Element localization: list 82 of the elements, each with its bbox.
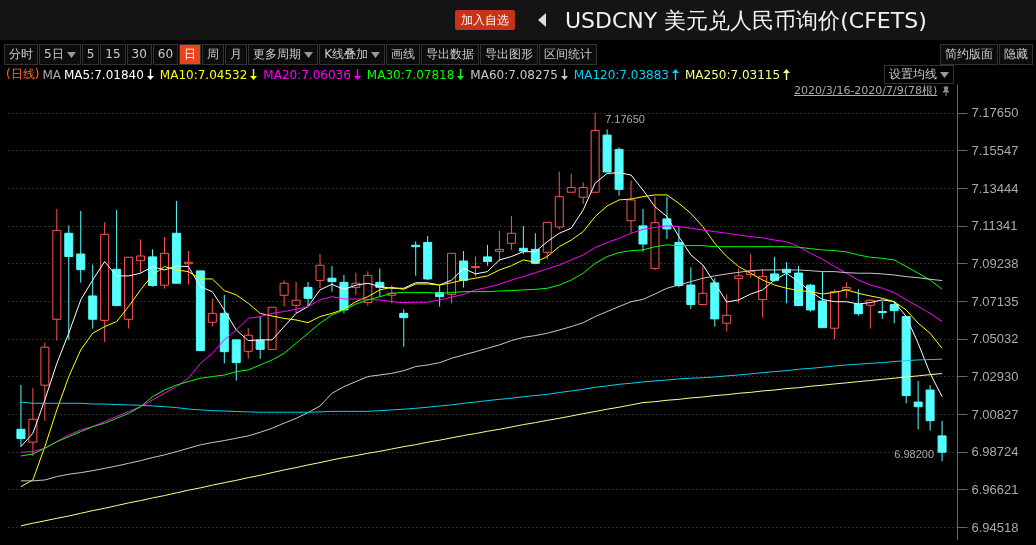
candlestick xyxy=(459,250,469,289)
text: 周 xyxy=(202,44,225,65)
text: 更多周期 xyxy=(248,44,319,65)
y-tick-label: 6.94518 xyxy=(971,519,1019,535)
candlestick xyxy=(207,297,217,328)
annotation: 6.98200 xyxy=(894,448,935,461)
text: 日 xyxy=(179,44,202,65)
chart-subtitle: 2020/3/16-2020/7/9(78根) xyxy=(794,83,939,98)
text: 导出图形 xyxy=(480,44,538,65)
candlestick xyxy=(506,215,516,251)
candlestick xyxy=(913,380,923,430)
candlestick xyxy=(231,339,241,382)
candlestick xyxy=(76,210,86,284)
line-series xyxy=(20,194,943,488)
y-tick-label: 7.17650 xyxy=(971,105,1019,121)
candlestick xyxy=(255,316,265,360)
text: 5 xyxy=(81,44,100,65)
text: 月 xyxy=(225,44,248,65)
candlestick xyxy=(626,180,636,234)
candlestick xyxy=(279,279,289,308)
legend-label: MA5:7.01840 xyxy=(63,67,144,82)
y-tick-label: 6.96621 xyxy=(971,481,1019,497)
candlestick xyxy=(494,230,504,262)
legend-label: MA30:7.07818 xyxy=(366,67,455,82)
y-tick-label: 7.02930 xyxy=(971,368,1019,384)
text: 5日 xyxy=(39,44,81,65)
y-tick-label: 7.09238 xyxy=(971,255,1019,271)
candlestick xyxy=(243,327,253,360)
legend-title: MA xyxy=(42,67,61,82)
legend-label: MA250:7.03115 xyxy=(684,67,781,82)
line-series xyxy=(20,269,943,482)
candlestick xyxy=(566,173,576,193)
candlestick xyxy=(399,308,409,348)
y-tick-label: 7.00827 xyxy=(971,406,1019,422)
text: (日线) xyxy=(6,66,40,83)
candlestick xyxy=(518,225,528,255)
chart-title: USDCNY 美元兑人民币询价(CFETS) xyxy=(565,7,927,35)
y-tick-label: 7.13444 xyxy=(971,180,1019,196)
legend-label: MA60:7.08275 xyxy=(470,67,558,82)
candlestick xyxy=(28,387,38,457)
legend-label: MA20:7.06036 xyxy=(263,67,351,82)
candlestick xyxy=(734,267,744,304)
text: 60 xyxy=(152,44,179,65)
text: 15 xyxy=(100,44,126,65)
y-tick-label: 6.98724 xyxy=(971,444,1019,460)
candlestick xyxy=(303,281,313,308)
candlestick xyxy=(16,384,26,448)
y-tick-label: 7.11341 xyxy=(971,218,1018,234)
legend-label: MA120:7.03883 xyxy=(573,67,669,82)
candlestick xyxy=(578,181,588,205)
candlestick xyxy=(471,256,481,278)
candlestick xyxy=(88,264,98,330)
candlestick xyxy=(638,208,648,253)
text: 隐藏 xyxy=(999,44,1033,65)
text: 导出数据 xyxy=(421,44,479,65)
line-series xyxy=(20,373,943,527)
line-series xyxy=(20,358,943,413)
candlestick xyxy=(722,293,732,333)
y-tick-label: 7.15547 xyxy=(971,142,1019,158)
text: 设置均线 xyxy=(884,65,954,84)
line-series xyxy=(20,172,943,448)
candlestick xyxy=(686,266,696,310)
text: 简约版面 xyxy=(940,44,998,65)
candlestick xyxy=(64,224,74,341)
y-tick-label: 7.07135 xyxy=(971,293,1019,309)
text: K线叠加 xyxy=(319,44,385,65)
candlestick xyxy=(315,253,325,289)
legend-label: MA10:7.04532 xyxy=(159,67,248,82)
candlestick xyxy=(327,265,337,293)
text: 30 xyxy=(126,44,152,65)
candlestick xyxy=(482,244,492,267)
candlestick xyxy=(853,288,863,317)
text: 加入自选 xyxy=(455,10,515,30)
text: 区间统计 xyxy=(539,44,597,65)
text: 分时 xyxy=(4,44,38,65)
candlestick xyxy=(291,281,301,314)
candlestick xyxy=(136,238,146,274)
candlestick xyxy=(937,420,947,462)
y-tick-label: 7.05032 xyxy=(971,331,1019,347)
annotation: 7.17650 xyxy=(605,112,645,125)
text: 画线 xyxy=(386,44,420,65)
candlestick xyxy=(698,266,708,306)
